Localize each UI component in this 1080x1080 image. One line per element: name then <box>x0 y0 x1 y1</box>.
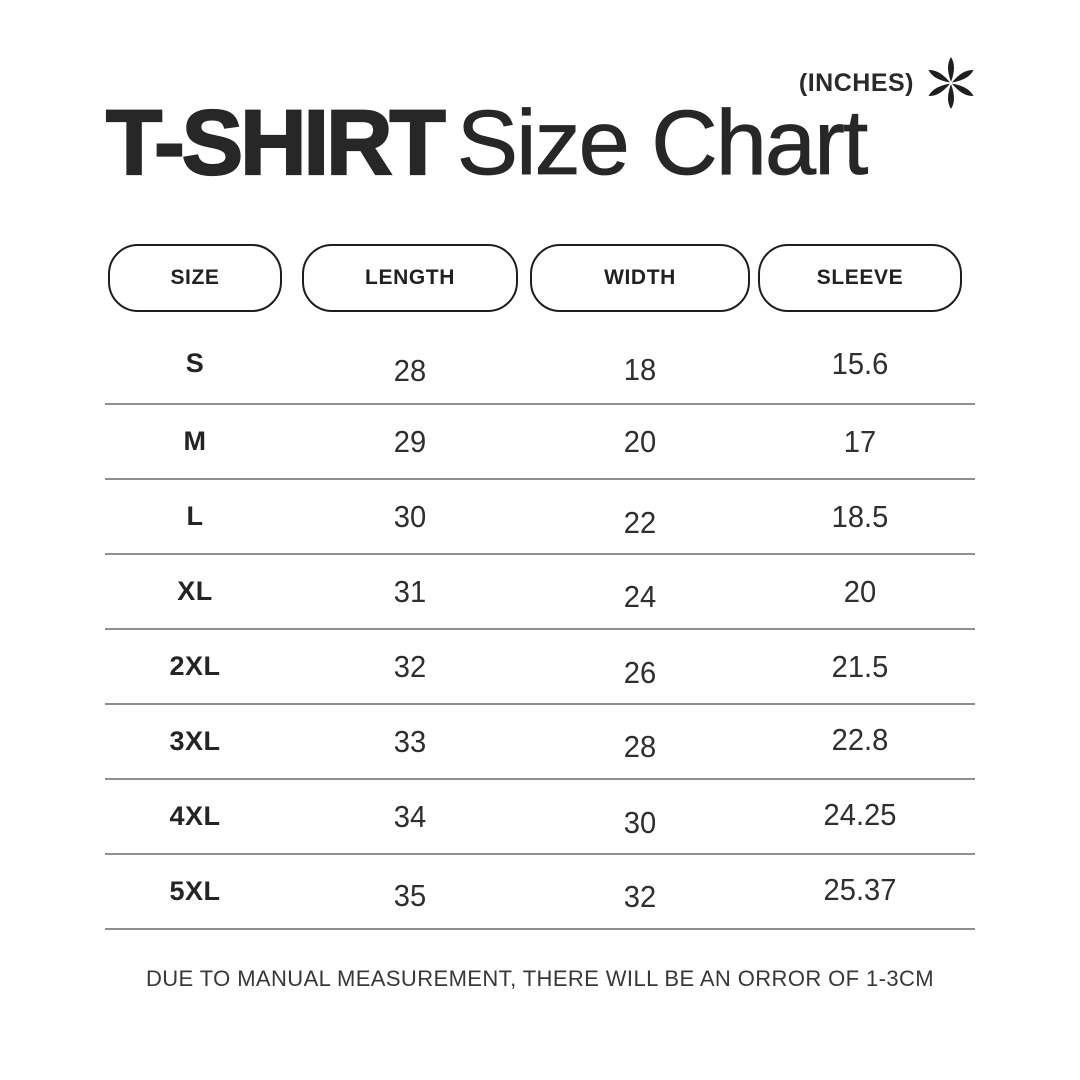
sleeve-value: 17 <box>843 423 877 459</box>
measurement-note: DUE TO MANUAL MEASUREMENT, THERE WILL BE… <box>145 966 935 991</box>
units-indicator: (INCHES) <box>799 56 978 110</box>
sleeve-value: 20 <box>843 573 877 609</box>
size-label: 5XL <box>169 876 221 906</box>
table-row-s: S 28 18 15.6 <box>105 330 975 405</box>
sleeve-value: 24.25 <box>823 796 897 832</box>
width-value: 22 <box>623 504 657 540</box>
column-header-sleeve: SLEEVE <box>758 244 962 312</box>
table-row-m: M 29 20 17 <box>105 405 975 480</box>
units-label: (INCHES) <box>798 68 914 97</box>
width-value: 28 <box>623 728 657 764</box>
size-label: 4XL <box>169 801 221 831</box>
size-label: 2XL <box>169 651 221 681</box>
sleeve-value: 21.5 <box>831 648 889 684</box>
table-body: S 28 18 15.6 M 29 20 17 L 30 22 18.5 XL … <box>105 330 975 930</box>
table-row-5xl: 5XL 35 32 25.37 <box>105 855 975 930</box>
size-label: M <box>183 426 207 456</box>
length-value: 34 <box>393 798 427 834</box>
size-label: L <box>186 501 204 531</box>
table-row-xl: XL 31 24 20 <box>105 555 975 630</box>
sleeve-value: 18.5 <box>831 498 889 534</box>
page-title-suffix: Size Chart <box>456 92 868 194</box>
length-value: 32 <box>393 648 427 684</box>
length-value: 29 <box>393 423 427 459</box>
width-value: 18 <box>623 351 657 387</box>
length-value: 31 <box>393 573 427 609</box>
length-value: 35 <box>393 877 427 913</box>
width-value: 30 <box>623 804 657 840</box>
asterisk-icon <box>928 57 974 109</box>
width-value: 32 <box>623 878 657 914</box>
table-header-row: SIZE LENGTH WIDTH SLEEVE <box>105 244 975 312</box>
table-row-2xl: 2XL 32 26 21.5 <box>105 630 975 705</box>
width-value: 24 <box>623 578 657 614</box>
sleeve-value: 15.6 <box>831 345 889 381</box>
length-value: 28 <box>393 352 427 388</box>
size-table: SIZE LENGTH WIDTH SLEEVE S 28 18 15.6 M … <box>105 244 975 930</box>
page-title-product: T-SHIRT <box>105 92 447 194</box>
column-header-length: LENGTH <box>302 244 518 312</box>
length-value: 30 <box>393 498 427 534</box>
sleeve-value: 22.8 <box>831 721 889 757</box>
table-row-3xl: 3XL 33 28 22.8 <box>105 705 975 780</box>
size-label: 3XL <box>169 726 221 756</box>
width-value: 26 <box>623 654 657 690</box>
length-value: 33 <box>393 723 427 759</box>
page-title: T-SHIRT Size Chart <box>105 92 869 194</box>
width-value: 20 <box>623 423 657 459</box>
column-header-width: WIDTH <box>530 244 750 312</box>
table-row-4xl: 4XL 34 30 24.25 <box>105 780 975 855</box>
size-label: XL <box>177 576 213 606</box>
sleeve-value: 25.37 <box>823 871 897 907</box>
size-label: S <box>185 348 205 378</box>
table-row-l: L 30 22 18.5 <box>105 480 975 555</box>
column-header-size: SIZE <box>108 244 282 312</box>
